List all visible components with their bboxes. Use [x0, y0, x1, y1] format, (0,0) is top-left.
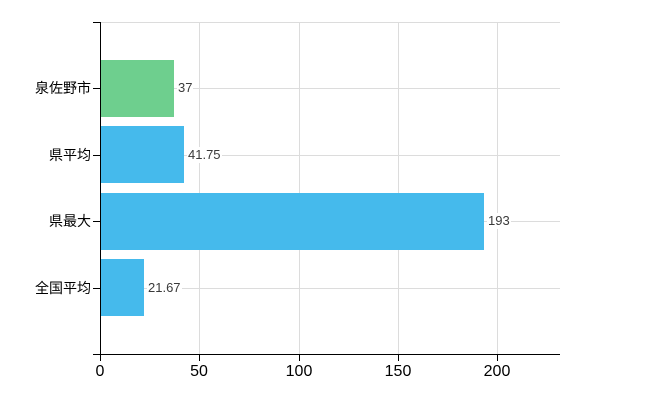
- bar-value-label: 193: [487, 213, 511, 229]
- x-axis-tick: [398, 354, 399, 361]
- gridline-horizontal: [100, 88, 560, 89]
- gridline-vertical: [299, 22, 300, 354]
- plot-top-border: [100, 22, 560, 23]
- gridline-vertical: [497, 22, 498, 354]
- bar-value-label: 21.67: [147, 280, 182, 296]
- category-label: 県平均: [49, 147, 91, 163]
- x-axis-line: [93, 354, 560, 355]
- bar-value-label: 41.75: [187, 147, 222, 163]
- category-label: 県最大: [49, 213, 91, 229]
- bar[interactable]: [101, 126, 184, 183]
- y-axis-top-tick: [93, 22, 100, 23]
- bar[interactable]: [101, 259, 144, 316]
- bar[interactable]: [101, 60, 174, 117]
- x-axis-tick: [100, 354, 101, 361]
- gridline-horizontal: [100, 288, 560, 289]
- x-tick-label: 200: [483, 363, 511, 380]
- gridline-vertical: [199, 22, 200, 354]
- y-axis-tick: [93, 88, 100, 89]
- x-axis-tick: [299, 354, 300, 361]
- x-tick-label: 0: [95, 363, 105, 380]
- category-label: 全国平均: [35, 280, 91, 296]
- y-axis-tick: [93, 288, 100, 289]
- x-axis-tick: [497, 354, 498, 361]
- bar[interactable]: [101, 193, 484, 250]
- category-label: 泉佐野市: [35, 80, 91, 96]
- y-axis-line: [100, 22, 101, 355]
- bar-value-label: 37: [177, 80, 194, 96]
- x-axis-tick: [199, 354, 200, 361]
- x-tick-label: 50: [190, 363, 208, 380]
- gridline-horizontal: [100, 155, 560, 156]
- y-axis-tick: [93, 155, 100, 156]
- y-axis-tick: [93, 221, 100, 222]
- gridline-vertical: [398, 22, 399, 354]
- x-tick-label: 100: [285, 363, 313, 380]
- x-tick-label: 150: [384, 363, 412, 380]
